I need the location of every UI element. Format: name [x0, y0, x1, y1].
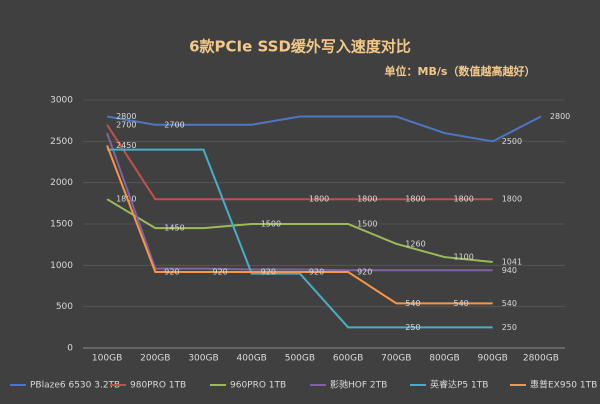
data-label: 1500: [357, 220, 377, 229]
data-label: 540: [502, 299, 517, 308]
data-label: 920: [164, 267, 179, 276]
data-label: 540: [405, 299, 420, 308]
data-label: 1800: [454, 195, 474, 204]
data-label: 2800: [550, 112, 570, 121]
x-tick-label: 400GB: [237, 354, 267, 364]
data-label: 250: [405, 323, 420, 332]
x-tick-label: 600GB: [333, 354, 363, 364]
x-tick-label: 900GB: [478, 354, 508, 364]
series-line: [106, 145, 493, 305]
y-tick-label: 2500: [50, 137, 73, 147]
data-label: 2700: [116, 120, 136, 129]
data-label: 250: [502, 323, 517, 332]
legend-label: PBlaze6 6530 3.2TB: [30, 381, 120, 391]
data-label: 920: [213, 267, 228, 276]
series-line: [106, 132, 493, 272]
data-label: 920: [357, 267, 372, 276]
legend-label: 英睿达P5 1TB: [430, 379, 488, 391]
data-label: 2800: [116, 112, 136, 121]
data-label: 1100: [454, 253, 474, 262]
data-label: 1800: [309, 195, 329, 204]
data-label: 920: [261, 267, 276, 276]
x-tick-label: 100GB: [92, 354, 122, 364]
legend-label: 惠普EX950 1TB: [530, 379, 597, 391]
chart-title: 6款PCIe SSD缓外写入速度对比: [189, 38, 411, 56]
y-tick-label: 1500: [50, 220, 73, 230]
chart-subtitle: 单位：MB/s（数值越高越好）: [385, 64, 536, 78]
data-label: 1800: [405, 195, 425, 204]
data-label: 1800: [502, 195, 522, 204]
legend-label: 980PRO 1TB: [130, 381, 186, 391]
x-tick-label: 200GB: [140, 354, 170, 364]
series-line: [107, 148, 493, 329]
series-line: [106, 198, 493, 263]
y-tick-label: 3000: [50, 96, 73, 106]
data-label: 1260: [405, 239, 425, 248]
data-label: 1450: [164, 224, 184, 233]
legend-label: 影驰HOF 2TB: [330, 379, 387, 391]
y-tick-label: 2000: [50, 178, 73, 188]
data-label: 920: [309, 267, 324, 276]
y-tick-label: 500: [56, 302, 73, 312]
x-tick-label: 2800GB: [523, 354, 559, 364]
data-label: 1800: [116, 195, 136, 204]
legend-label: 960PRO 1TB: [230, 381, 286, 391]
data-label: 1800: [357, 195, 377, 204]
x-tick-label: 300GB: [188, 354, 218, 364]
x-tick-label: 700GB: [381, 354, 411, 364]
data-label: 540: [454, 299, 469, 308]
series-line: [106, 124, 493, 201]
y-tick-label: 0: [67, 344, 73, 354]
data-label: 1500: [261, 220, 281, 229]
x-tick-label: 800GB: [429, 354, 459, 364]
y-tick-label: 1000: [50, 261, 73, 271]
data-label: 940: [502, 266, 517, 275]
data-label: 2700: [164, 120, 184, 129]
data-label: 2450: [116, 141, 136, 150]
x-tick-label: 500GB: [285, 354, 315, 364]
data-label: 1041: [502, 257, 522, 266]
series-line: [106, 115, 542, 143]
data-label: 2500: [502, 137, 522, 146]
